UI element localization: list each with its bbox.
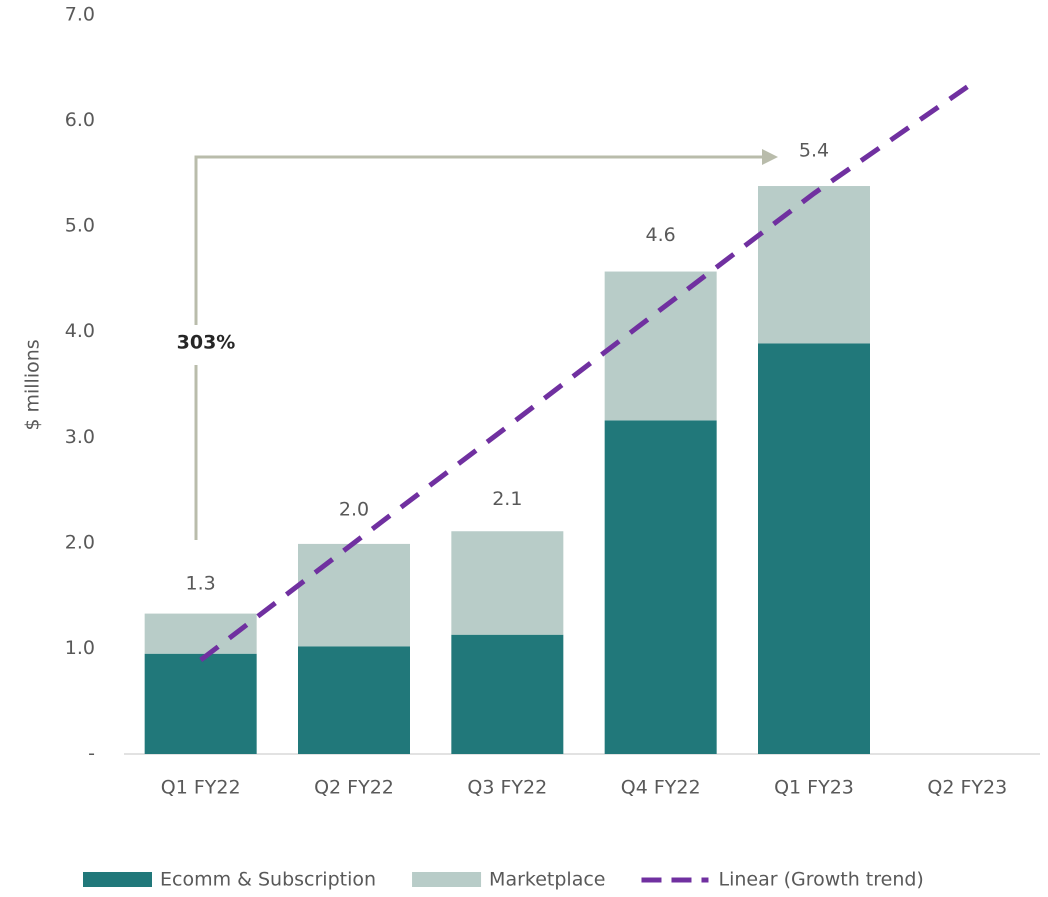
x-tick-label: Q2 FY22 bbox=[314, 777, 394, 799]
bar-segment bbox=[604, 271, 717, 421]
total-label: 2.0 bbox=[339, 498, 369, 520]
bracket-arrowhead bbox=[762, 149, 778, 165]
x-tick-label: Q4 FY22 bbox=[621, 777, 701, 799]
y-tick-label: 2.0 bbox=[65, 531, 95, 553]
growth-bracket bbox=[194, 155, 762, 540]
x-tick-label: Q1 FY22 bbox=[161, 777, 241, 799]
bar-segment bbox=[298, 646, 410, 754]
x-tick-label: Q1 FY23 bbox=[774, 777, 854, 799]
legend-label: Marketplace bbox=[489, 869, 605, 891]
bar-segment bbox=[451, 531, 564, 635]
total-label: 5.4 bbox=[799, 139, 829, 161]
x-tick-label: Q3 FY22 bbox=[467, 777, 547, 799]
x-tick-label: Q2 FY23 bbox=[927, 777, 1007, 799]
total-label: 4.6 bbox=[646, 224, 676, 246]
legend-label: Ecomm & Subscription bbox=[160, 869, 376, 891]
bar-segment bbox=[604, 420, 717, 754]
annotation-bg bbox=[168, 325, 244, 365]
total-label: 1.3 bbox=[186, 572, 216, 594]
bar-segment bbox=[298, 543, 410, 647]
legend-swatch bbox=[83, 872, 152, 887]
y-tick-label: 5.0 bbox=[65, 215, 95, 237]
bar-segment bbox=[451, 634, 564, 754]
bar-segment bbox=[758, 186, 870, 344]
y-tick-label: 3.0 bbox=[65, 426, 95, 448]
y-tick-label: 1.0 bbox=[65, 637, 95, 659]
bar-segment bbox=[758, 343, 870, 754]
legend-swatch bbox=[412, 872, 482, 887]
trend-line bbox=[199, 84, 969, 663]
y-tick-label: 4.0 bbox=[65, 320, 95, 342]
y-axis-label: $ millions bbox=[22, 339, 44, 430]
bar-segment bbox=[144, 653, 257, 754]
y-tick-label: 7.0 bbox=[65, 4, 95, 26]
growth-annotation: 303% bbox=[177, 332, 236, 354]
y-tick-label: - bbox=[88, 743, 95, 765]
total-label: 2.1 bbox=[492, 488, 522, 510]
legend-label: Linear (Growth trend) bbox=[718, 869, 923, 891]
y-tick-label: 6.0 bbox=[65, 109, 95, 131]
bar-segment bbox=[144, 613, 257, 654]
